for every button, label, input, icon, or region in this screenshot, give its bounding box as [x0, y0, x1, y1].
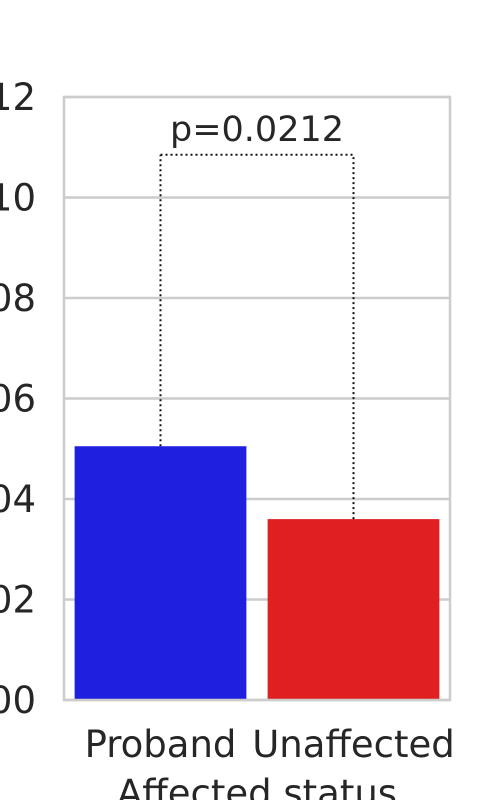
y-tick-label: 06	[0, 378, 36, 421]
p-value-label: p=0.0212	[170, 110, 344, 150]
y-tick-labels: 00 02 04 06 08 10 12	[0, 76, 36, 722]
y-tick-label: 04	[0, 478, 36, 521]
x-tick-labels: Proband Unaffected	[85, 723, 455, 766]
y-tick-label: 08	[0, 277, 36, 320]
y-tick-label: 10	[0, 177, 36, 220]
y-tick-label: 00	[0, 679, 36, 722]
y-tick-label: 12	[0, 76, 36, 119]
x-tick-label-unaffected: Unaffected	[252, 723, 455, 766]
bars	[74, 446, 440, 700]
plot-frame	[62, 95, 452, 702]
x-axis-label: Affected status	[117, 772, 397, 800]
y-tick-label: 02	[0, 579, 36, 622]
bar-proband	[74, 446, 247, 700]
x-tick-label-proband: Proband	[85, 723, 237, 766]
significance-bracket: p=0.0212	[159, 110, 355, 520]
bar-unaffected	[267, 519, 440, 700]
